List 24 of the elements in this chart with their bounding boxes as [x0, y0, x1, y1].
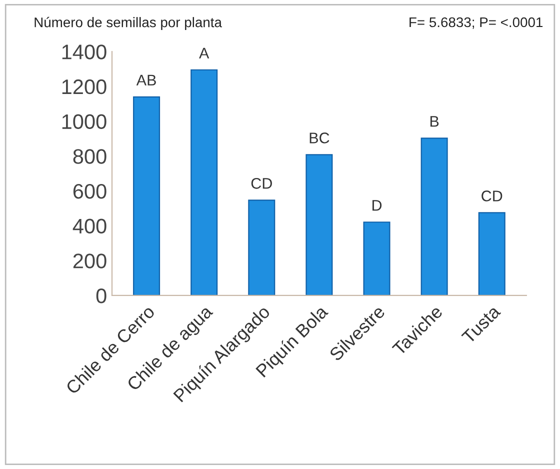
annotation: D	[372, 200, 382, 211]
y-tick-label: 400	[72, 218, 106, 234]
y-tick-label: 800	[73, 149, 106, 164]
bar	[363, 222, 390, 296]
bar	[248, 200, 276, 296]
annotation: B	[430, 116, 439, 127]
annotation: BC	[310, 132, 330, 144]
y-tick-label: 1000	[62, 114, 106, 130]
bar	[420, 138, 448, 296]
chart-title: Número de semillas por planta	[34, 16, 222, 30]
y-tick-label: 0	[96, 288, 106, 304]
bar	[478, 212, 506, 296]
bar	[190, 69, 218, 296]
text: F= 5.6833; P= <.0001	[410, 17, 543, 29]
bar	[133, 96, 160, 296]
y-tick-label: 600	[73, 184, 106, 199]
y-tick-label: 200	[73, 254, 106, 268]
annotation: AB	[136, 74, 156, 86]
y-tick-label: 1200	[62, 79, 106, 94]
annotation: CD	[251, 178, 272, 189]
annotation: A	[199, 48, 210, 58]
annotation: CD	[482, 190, 502, 202]
bar	[306, 154, 333, 296]
y-tick-label: 1400	[62, 44, 106, 60]
